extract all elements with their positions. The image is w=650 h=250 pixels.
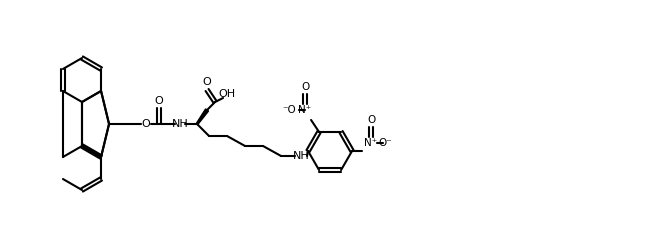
Text: N⁺: N⁺ <box>365 138 378 148</box>
Text: NH: NH <box>172 119 188 129</box>
Text: O: O <box>155 96 163 106</box>
Text: N⁺: N⁺ <box>298 105 312 115</box>
Text: O: O <box>142 119 150 129</box>
Text: ⁻O: ⁻O <box>282 105 296 115</box>
Text: NH: NH <box>292 151 309 161</box>
Text: OH: OH <box>218 89 235 99</box>
Polygon shape <box>196 109 209 124</box>
Text: O: O <box>367 115 375 125</box>
Text: O: O <box>203 77 211 87</box>
Text: O⁻: O⁻ <box>378 138 392 148</box>
Text: O: O <box>301 82 309 92</box>
